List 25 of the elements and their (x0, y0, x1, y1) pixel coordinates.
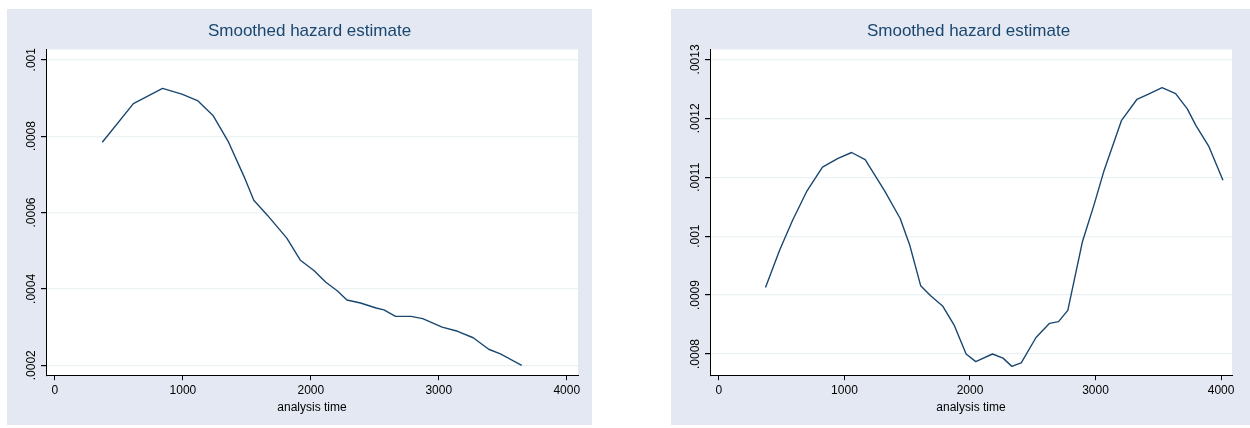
x-tick-label: 3000 (425, 382, 453, 397)
x-tick-label: 2000 (297, 382, 325, 397)
x-tick-label: 4000 (1207, 382, 1235, 397)
y-tick-label: .0012 (688, 102, 703, 134)
x-tick-label: 1000 (169, 382, 197, 397)
x-axis-title: analysis time (277, 400, 347, 415)
x-tick-label: 1000 (831, 382, 859, 397)
x-tick-label: 3000 (1082, 382, 1110, 397)
x-tick-label: 4000 (553, 382, 581, 397)
chart-title: Smoothed hazard estimate (207, 20, 412, 40)
y-tick-label: .0008 (24, 120, 39, 152)
y-tick-label: .0008 (688, 338, 703, 370)
y-tick-label: .0013 (688, 44, 703, 75)
x-tick-label: 0 (715, 382, 723, 397)
y-tick-label: .0006 (24, 197, 39, 228)
y-tick-label: .0004 (24, 273, 39, 304)
x-axis-title: analysis time (936, 400, 1006, 415)
y-tick-label: .001 (24, 47, 39, 72)
x-tick-label: 2000 (956, 382, 984, 397)
y-tick-label: .001 (688, 224, 703, 248)
x-tick-label: 0 (51, 382, 59, 397)
y-tick-label: .0002 (24, 349, 39, 381)
chart-title: Smoothed hazard estimate (866, 20, 1071, 40)
y-tick-label: .0009 (688, 279, 703, 311)
y-tick-label: .0011 (688, 162, 703, 192)
